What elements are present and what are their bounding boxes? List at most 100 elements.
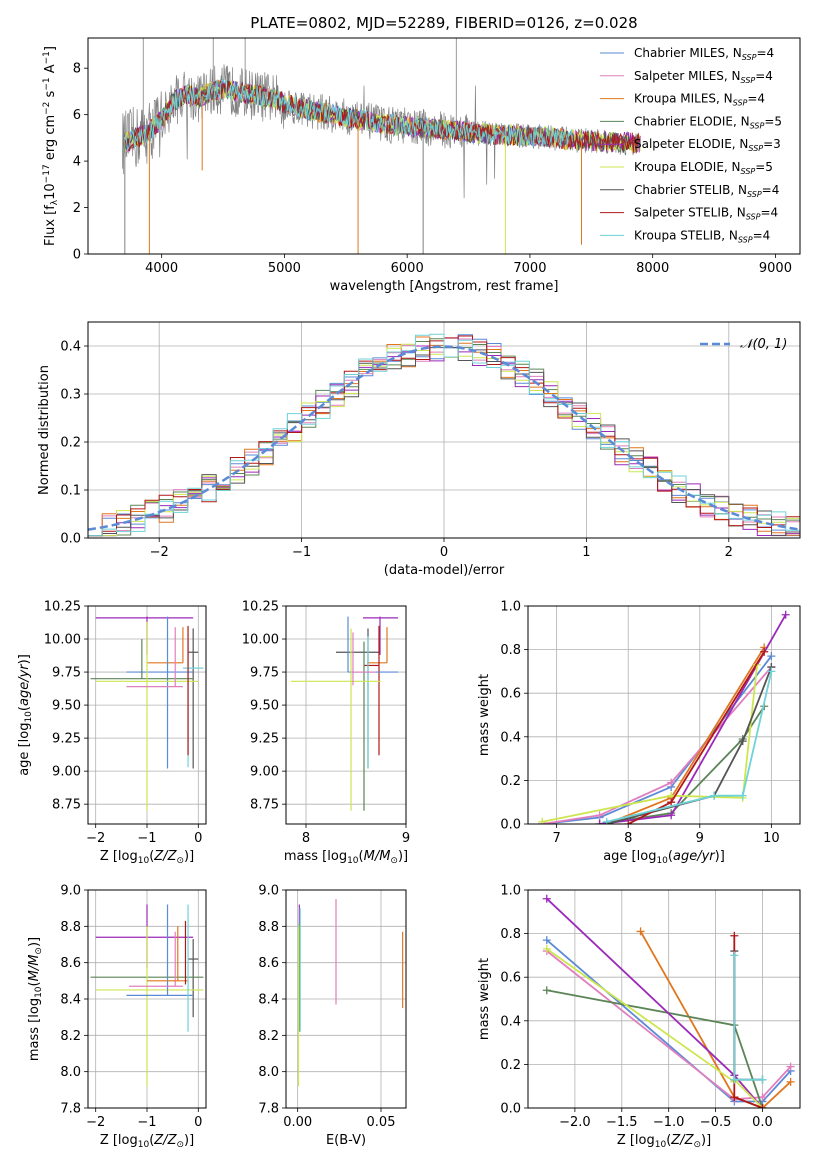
y-tick-label: 10.00 bbox=[242, 633, 279, 648]
y-tick-label: 9.50 bbox=[52, 699, 81, 714]
x-tick-label: −1.0 bbox=[653, 1115, 685, 1130]
data-point-marker bbox=[636, 927, 645, 936]
legend-label: Kroupa STELIB, NSSP=4 bbox=[634, 228, 770, 244]
y-tick-label: 2 bbox=[73, 201, 81, 216]
plot-area bbox=[122, 38, 641, 254]
x-tick-label: −2 bbox=[150, 545, 169, 560]
y-tick-label: 0.3 bbox=[60, 388, 81, 403]
y-tick-label: 0.2 bbox=[500, 1058, 521, 1073]
x-tick-label: 7000 bbox=[513, 261, 546, 276]
plot-area bbox=[90, 616, 204, 811]
age-vs-Z-panel: −2 −1 0 8.75 9.00 9.25 9.50 9.75 10.00 10.25 Z [lo… bbox=[17, 600, 207, 866]
y-tick-label: 9.0 bbox=[258, 884, 279, 899]
x-tick-label: 2 bbox=[725, 545, 733, 560]
spectrum-panel: 4000 5000 6000 7000 8000 9000 0 2 4 6 8 wavelength … bbox=[42, 37, 801, 294]
y-tick-label: 0.6 bbox=[500, 687, 521, 702]
x-axis-label: E(B-V) bbox=[326, 1133, 366, 1148]
data-point-marker bbox=[738, 737, 747, 746]
y-tick-label: 9.75 bbox=[52, 666, 81, 681]
legend-label: 𝒩(0, 1) bbox=[740, 337, 787, 352]
data-point-marker bbox=[538, 817, 547, 824]
y-axis-label: Normed distribution bbox=[37, 365, 52, 495]
data-point-marker bbox=[738, 791, 747, 800]
legend-label: Kroupa ELODIE, NSSP=5 bbox=[634, 160, 773, 176]
x-tick-label: −0.5 bbox=[700, 1115, 732, 1130]
data-point-marker bbox=[710, 791, 719, 800]
y-tick-label: 0.2 bbox=[60, 436, 81, 451]
y-tick-label: 8.4 bbox=[258, 993, 279, 1008]
series-line bbox=[606, 671, 773, 823]
series-line bbox=[542, 664, 758, 823]
data-point-marker bbox=[595, 820, 604, 824]
y-tick-label: 7.8 bbox=[60, 1102, 81, 1117]
legend-label: Chabrier STELIB, NSSP=4 bbox=[634, 183, 779, 199]
x-axis-label: Z [log10(Z/Z⊙)] bbox=[100, 849, 194, 866]
axes-frame bbox=[527, 605, 801, 825]
y-tick-label: 4 bbox=[73, 155, 81, 170]
y-axis-label: age [log10(age/yr)] bbox=[17, 654, 34, 776]
x-tick-label: 1 bbox=[582, 545, 590, 560]
plot-area bbox=[297, 899, 404, 1087]
x-tick-label: −1.5 bbox=[606, 1115, 638, 1130]
data-point-marker bbox=[624, 820, 633, 824]
y-tick-label: 9.00 bbox=[250, 765, 279, 780]
y-tick-label: 0.4 bbox=[60, 340, 81, 355]
data-point-marker bbox=[730, 1075, 739, 1084]
axes-frame bbox=[285, 605, 407, 825]
massweight-vs-Z-panel: −2.0 −1.5 −1.0 −0.5 0.0 0.0 0.2 0.4 0.6 0.8 1.0 Z [… bbox=[477, 884, 801, 1150]
y-tick-label: 9.75 bbox=[250, 666, 279, 681]
y-tick-label: 0.4 bbox=[500, 1014, 521, 1029]
y-tick-label: 8.2 bbox=[258, 1029, 279, 1044]
y-tick-label: 0.1 bbox=[60, 484, 81, 499]
y-tick-label: 8.0 bbox=[60, 1065, 81, 1080]
x-tick-label: −1 bbox=[137, 1115, 156, 1130]
y-tick-label: 8.2 bbox=[60, 1029, 81, 1044]
x-tick-label: 7 bbox=[552, 831, 560, 846]
series-line bbox=[546, 939, 792, 1103]
x-tick-label: 0 bbox=[194, 1115, 202, 1130]
y-tick-label: 7.8 bbox=[258, 1102, 279, 1117]
x-tick-label: 10 bbox=[763, 831, 780, 846]
data-point-marker bbox=[786, 1077, 795, 1086]
data-point-marker bbox=[542, 944, 551, 953]
y-tick-label: 8.8 bbox=[60, 920, 81, 935]
y-tick-label: 10.25 bbox=[44, 600, 81, 615]
data-point-marker bbox=[760, 647, 769, 656]
y-tick-label: 9.00 bbox=[52, 765, 81, 780]
y-tick-label: 8.6 bbox=[258, 956, 279, 971]
data-point-marker bbox=[758, 1093, 767, 1102]
legend-label: Chabrier ELODIE, NSSP=5 bbox=[634, 114, 782, 130]
data-point-marker bbox=[730, 1093, 739, 1102]
series-line bbox=[546, 898, 764, 1108]
y-tick-label: 8.75 bbox=[52, 798, 81, 813]
data-point-marker bbox=[602, 817, 611, 824]
y-axis-label: Flux [fλ10−17 erg cm−2 s−1 A−1] bbox=[42, 46, 60, 246]
data-point-marker bbox=[667, 798, 676, 807]
y-tick-label: 9.0 bbox=[60, 884, 81, 899]
y-tick-label: 9.25 bbox=[250, 732, 279, 747]
x-tick-label: 0.0 bbox=[752, 1115, 773, 1130]
data-point-marker bbox=[595, 811, 604, 820]
data-point-marker bbox=[730, 931, 739, 940]
plot-area bbox=[291, 616, 398, 811]
data-point-marker bbox=[542, 986, 551, 995]
residuals-panel: −2 −1 0 1 2 0.0 0.1 0.2 0.3 0.4 (data-model)/error… bbox=[37, 321, 801, 578]
plot-area bbox=[88, 333, 800, 537]
x-axis-label: mass [log10(M/M⊙)] bbox=[284, 849, 408, 866]
series-line bbox=[546, 950, 792, 1101]
data-point-marker bbox=[786, 1062, 795, 1071]
axes-frame bbox=[527, 889, 801, 1109]
mass-vs-ebv-panel: 0.00 0.05 7.8 8.0 8.2 8.4 8.6 8.8 9.0 E(B-V) bbox=[258, 884, 407, 1148]
x-tick-label: 4000 bbox=[145, 261, 178, 276]
x-tick-label: 8 bbox=[624, 831, 632, 846]
spectrum-model-line bbox=[123, 78, 573, 153]
plot-area bbox=[538, 610, 790, 824]
legend-label: Chabrier MILES, NSSP=4 bbox=[634, 46, 774, 62]
plot-area bbox=[542, 894, 795, 1108]
data-point-marker bbox=[667, 778, 676, 787]
x-tick-label: 5000 bbox=[268, 261, 301, 276]
plot-area bbox=[90, 904, 204, 1087]
spectrum-legend: Chabrier MILES, NSSP=4 Salpeter MILES, NS… bbox=[600, 46, 782, 244]
series-line bbox=[606, 666, 773, 824]
